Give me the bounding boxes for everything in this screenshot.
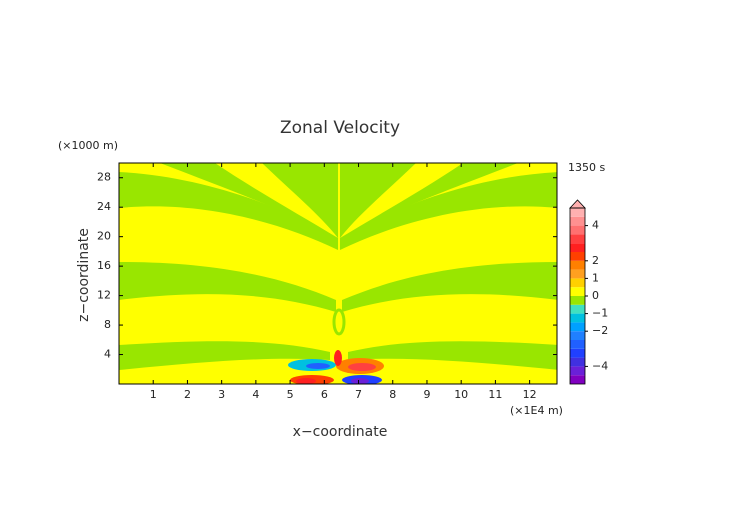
colorbar-segment xyxy=(570,234,585,244)
colorbar-segment xyxy=(570,340,585,349)
colorbar-tick-label: 0 xyxy=(592,289,599,302)
x-tick-label: 3 xyxy=(218,388,225,401)
x-unit: (×1E4 m) xyxy=(510,404,563,417)
y-tick-label: 16 xyxy=(97,259,111,272)
colorbar-segment xyxy=(570,296,585,305)
y-tick-label: 24 xyxy=(97,200,111,213)
time-label: 1350 s xyxy=(568,161,605,174)
x-tick-label: 5 xyxy=(287,388,294,401)
y-tick-label: 8 xyxy=(104,318,111,331)
colorbar-tick-label: −1 xyxy=(592,307,608,320)
colorbar-segment xyxy=(570,375,585,384)
x-tick-label: 4 xyxy=(252,388,259,401)
x-axis-label: x−coordinate xyxy=(293,424,388,440)
colorbar-segment xyxy=(570,225,585,235)
colorbar-extension xyxy=(569,199,586,209)
colorbar-segment xyxy=(570,216,585,226)
contour-field xyxy=(119,163,557,384)
colorbar-segment xyxy=(570,366,585,376)
y-tick-label: 28 xyxy=(97,171,111,184)
y-tick-label: 4 xyxy=(104,348,111,361)
colorbar-segment xyxy=(570,357,585,367)
colorbar-segment xyxy=(570,348,585,358)
colorbar-segment xyxy=(570,243,585,252)
right-bands xyxy=(340,163,557,370)
colorbar-segment xyxy=(570,260,585,270)
colorbar-tick-label: 2 xyxy=(592,254,599,267)
x-tick-label: 12 xyxy=(523,388,537,401)
x-tick-label: 11 xyxy=(488,388,502,401)
x-tick-label: 1 xyxy=(150,388,157,401)
colorbar-segment xyxy=(570,269,585,279)
y-tick-label: 12 xyxy=(97,289,111,302)
colorbar-segment xyxy=(570,278,585,288)
x-tick-label: 9 xyxy=(423,388,430,401)
x-tick-label: 8 xyxy=(389,388,396,401)
colorbar-segment xyxy=(570,252,585,261)
colorbar-segment xyxy=(570,208,585,217)
colorbar-tick-label: −2 xyxy=(592,324,608,337)
colorbar-segment xyxy=(570,331,585,340)
x-tick-label: 6 xyxy=(321,388,328,401)
left-bands xyxy=(119,163,338,370)
x-tick-label: 7 xyxy=(355,388,362,401)
colorbar-tick-label: 1 xyxy=(592,271,599,284)
colorbar-tick-label: −4 xyxy=(592,359,608,372)
plot-frame xyxy=(118,162,558,385)
x-tick-label: 2 xyxy=(184,388,191,401)
colorbar-segment xyxy=(570,313,585,323)
surface-features xyxy=(288,350,384,384)
colorbar-tick-label: 4 xyxy=(592,219,599,232)
chart-title: Zonal Velocity xyxy=(280,118,400,138)
green-bands xyxy=(119,163,557,370)
y-axis-label: z−coordinate xyxy=(76,228,92,322)
colorbar-segment xyxy=(570,287,585,296)
y-tick-label: 20 xyxy=(97,230,111,243)
colorbar-segment xyxy=(570,304,585,314)
y-unit: (×1000 m) xyxy=(58,139,118,152)
colorbar-segment xyxy=(570,322,585,332)
x-tick-label: 10 xyxy=(454,388,468,401)
